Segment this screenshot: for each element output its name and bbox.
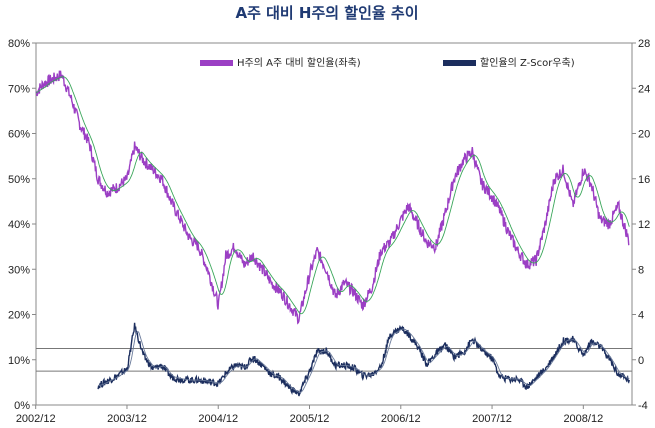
x-tick-label: 2004/12 [198, 413, 238, 425]
series-discount-line [36, 71, 629, 323]
left-tick-label: 50% [8, 174, 30, 186]
right-tick-label: 0 [638, 355, 644, 367]
left-tick-label: 80% [8, 38, 30, 50]
left-tick-label: 20% [8, 310, 30, 322]
series-zscore-line [98, 323, 629, 396]
series-discount-trend [36, 77, 629, 314]
left-tick-label: 30% [8, 264, 30, 276]
left-tick-label: 40% [8, 219, 30, 231]
legend-swatch-discount [200, 60, 233, 66]
left-tick-label: 70% [8, 83, 30, 95]
right-axis: -4 0 4 8 12 16 20 24 28 [632, 38, 650, 412]
right-tick-label: 8 [638, 264, 644, 276]
left-tick-label: 10% [8, 355, 30, 367]
x-tick-label: 2002/12 [16, 413, 56, 425]
right-tick-label: 20 [638, 129, 650, 141]
right-tick-label: 4 [638, 310, 644, 322]
right-tick-label: -4 [638, 400, 648, 412]
legend-label-zscore: 할인율의 Z-Scor우축) [480, 57, 575, 69]
chart-title: A주 대비 H주의 할인율 추이 [235, 4, 418, 22]
legend: H주의 A주 대비 할인율(좌축) 할인율의 Z-Scor우축) [200, 57, 575, 69]
x-tick-label: 2006/12 [381, 413, 421, 425]
legend-label-discount: H주의 A주 대비 할인율(좌축) [237, 57, 361, 69]
x-tick-label: 2008/12 [563, 413, 603, 425]
left-tick-label: 0% [14, 400, 30, 412]
right-tick-label: 16 [638, 174, 650, 186]
left-tick-label: 60% [8, 129, 30, 141]
right-tick-label: 28 [638, 38, 650, 50]
right-tick-label: 12 [638, 219, 650, 231]
plot-area [36, 43, 632, 405]
legend-swatch-zscore [443, 60, 476, 66]
x-tick-label: 2003/12 [107, 413, 147, 425]
series-layer [36, 71, 629, 396]
left-axis: 0% 10% 20% 30% 40% 50% 60% 70% 80% [8, 38, 36, 412]
x-tick-label: 2005/12 [290, 413, 330, 425]
right-tick-label: 24 [638, 83, 650, 95]
x-tick-label: 2007/12 [472, 413, 512, 425]
x-axis: 2002/12 2003/12 2004/12 2005/12 2006/12 2007/… [16, 405, 603, 425]
